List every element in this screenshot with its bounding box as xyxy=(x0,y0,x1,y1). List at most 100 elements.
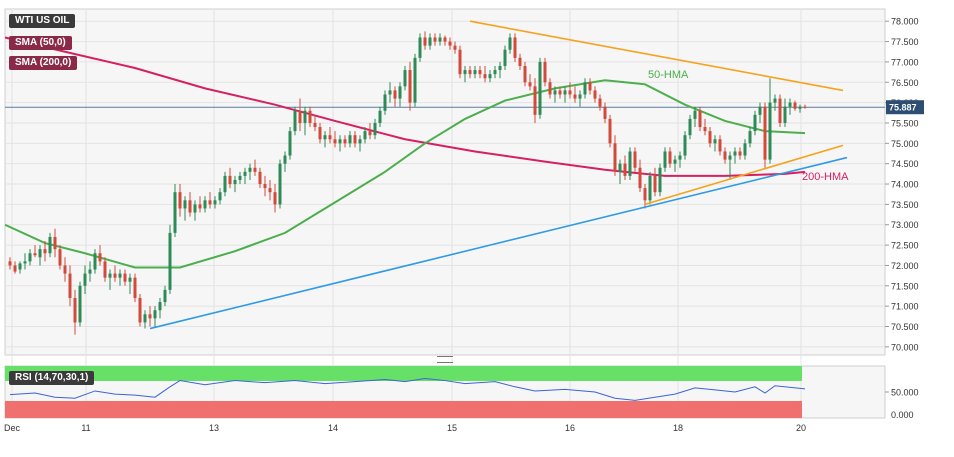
candle xyxy=(568,82,572,99)
y-tick-label: 70.000 xyxy=(891,342,919,352)
candle xyxy=(178,184,182,217)
candle-body xyxy=(193,204,197,213)
candle xyxy=(673,155,677,172)
candle-body xyxy=(303,110,307,123)
candle xyxy=(98,245,102,266)
candle xyxy=(43,241,47,262)
candle-body xyxy=(433,37,437,42)
candle xyxy=(123,269,127,286)
y-tick-label: 71.000 xyxy=(891,302,919,312)
candle xyxy=(23,253,27,270)
candle-body xyxy=(188,200,192,213)
candle xyxy=(263,175,267,197)
candle xyxy=(423,31,427,50)
candle xyxy=(358,135,362,152)
candle-body xyxy=(158,302,162,311)
candle xyxy=(728,151,732,180)
y-tick-label: 74.500 xyxy=(891,159,919,169)
candle xyxy=(143,310,147,329)
candle-body xyxy=(48,236,52,254)
candlesticks xyxy=(8,31,807,335)
y-tick-label: 75.000 xyxy=(891,139,919,149)
candle-body xyxy=(13,265,17,272)
candle-body xyxy=(113,273,117,278)
candle-body xyxy=(93,253,97,270)
candle-body xyxy=(623,163,627,176)
candle-body xyxy=(788,102,792,107)
candle xyxy=(133,273,137,303)
candle xyxy=(463,65,467,83)
candle xyxy=(78,281,82,327)
candle-body xyxy=(208,200,212,205)
candle xyxy=(468,65,472,79)
candle-body xyxy=(578,94,582,99)
candle-body xyxy=(228,175,232,185)
candle-body xyxy=(658,167,662,193)
sma-fast-tag[interactable]: SMA (50,0) xyxy=(9,36,72,50)
candle-body xyxy=(363,131,367,140)
candle-body xyxy=(723,151,727,160)
x-tick-label: 15 xyxy=(447,423,457,433)
candle xyxy=(413,53,417,107)
y-tick-label: 77.500 xyxy=(891,37,919,47)
candle xyxy=(73,289,77,335)
candle xyxy=(763,102,767,168)
symbol-tag[interactable]: WTI US OIL xyxy=(9,14,76,28)
candle xyxy=(28,249,32,266)
candle xyxy=(158,298,162,319)
candle-body xyxy=(298,110,302,123)
candle-body xyxy=(43,249,47,254)
candle-body xyxy=(38,249,42,258)
candle-body xyxy=(493,70,497,75)
candle-body xyxy=(333,139,337,144)
candle xyxy=(618,159,622,185)
candle xyxy=(563,86,567,103)
pane-resize-handle[interactable] xyxy=(437,356,453,363)
candle-body xyxy=(103,261,107,278)
y-tick-label: 75.500 xyxy=(891,118,919,128)
candle-body xyxy=(218,192,222,201)
sma-slow-tag[interactable]: SMA (200,0) xyxy=(9,56,78,70)
candle-body xyxy=(693,110,697,119)
candle xyxy=(803,104,807,109)
candle-body xyxy=(18,263,22,270)
candle xyxy=(513,33,517,62)
candle-body xyxy=(393,90,397,99)
candle xyxy=(483,65,487,83)
candle xyxy=(333,131,337,148)
candle xyxy=(233,175,237,193)
rsi-overbought-band xyxy=(5,366,802,381)
y-tick-label: 77.000 xyxy=(891,57,919,67)
candle-body xyxy=(263,184,267,189)
candle xyxy=(128,273,132,294)
candle xyxy=(478,65,482,79)
candle xyxy=(438,33,442,46)
candle xyxy=(313,114,317,132)
candle xyxy=(583,78,587,99)
candle xyxy=(713,135,717,152)
hma50-annotation: 50-HMA xyxy=(648,69,689,81)
support-trendline-orange xyxy=(644,144,844,206)
candle-body xyxy=(318,127,322,140)
candle-body xyxy=(708,131,712,144)
candle-body xyxy=(23,261,27,264)
hma200-line xyxy=(4,36,806,177)
hma200-annotation: 200-HMA xyxy=(802,171,849,183)
candle xyxy=(718,135,722,156)
candle-body xyxy=(633,151,637,168)
candle xyxy=(588,78,592,95)
candle xyxy=(623,155,627,180)
rsi-oversold-band xyxy=(5,401,802,418)
candle-body xyxy=(503,49,507,66)
candle-body xyxy=(798,106,802,109)
candle xyxy=(373,118,377,140)
candle xyxy=(783,98,787,128)
candle-body xyxy=(118,273,122,278)
candle xyxy=(53,228,57,258)
candle-body xyxy=(738,151,742,156)
rsi-tag[interactable]: RSI (14,70,30,1) xyxy=(9,371,95,385)
candle xyxy=(748,127,752,148)
candle-body xyxy=(703,127,707,132)
candle xyxy=(678,151,682,168)
